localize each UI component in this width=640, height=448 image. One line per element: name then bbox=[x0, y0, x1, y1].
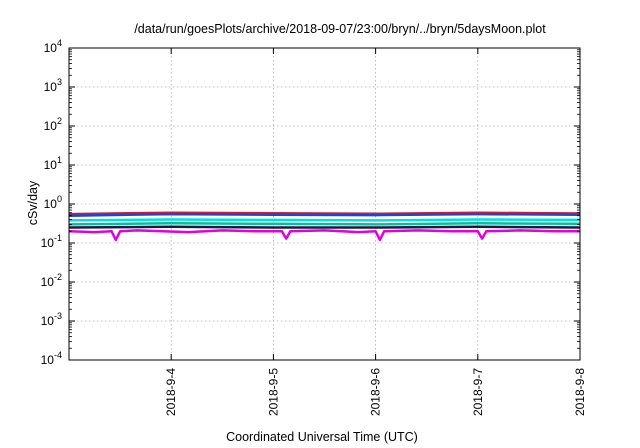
y-tick-label: 10-3 bbox=[41, 311, 62, 328]
y-axis-title: cSv/day bbox=[26, 180, 40, 225]
y-tick-label: 101 bbox=[44, 155, 62, 172]
x-axis-title: Coordinated Universal Time (UTC) bbox=[226, 430, 418, 444]
series-line bbox=[68, 211, 581, 216]
y-tick-label: 100 bbox=[44, 194, 62, 211]
y-tick-label: 103 bbox=[44, 77, 62, 94]
y-tick-label: 104 bbox=[44, 38, 62, 55]
x-tick-label: 2018-9-6 bbox=[369, 368, 383, 416]
x-tick-label: 2018-9-5 bbox=[266, 368, 280, 416]
series-line bbox=[68, 229, 580, 242]
y-tick-label: 10-1 bbox=[41, 233, 62, 250]
x-tick-label: 2018-9-4 bbox=[164, 368, 178, 416]
y-tick-label: 10-4 bbox=[41, 350, 62, 367]
y-tick-label: 10-2 bbox=[41, 272, 62, 289]
axes: 10-4 10-3 10-2 10-1 100 101 102 103 104 2018-9-4 2… bbox=[41, 38, 587, 416]
series-line bbox=[68, 218, 581, 222]
x-tick-label: 2018-9-8 bbox=[573, 368, 587, 416]
chart-title: /data/run/goesPlots/archive/2018-09-07/2… bbox=[134, 22, 546, 36]
series-line bbox=[68, 212, 581, 217]
series-line bbox=[68, 225, 581, 229]
x-tick-label: 2018-9-7 bbox=[471, 368, 485, 416]
series-line bbox=[68, 222, 581, 226]
y-tick-label: 102 bbox=[44, 116, 62, 133]
series-layer bbox=[68, 211, 581, 242]
